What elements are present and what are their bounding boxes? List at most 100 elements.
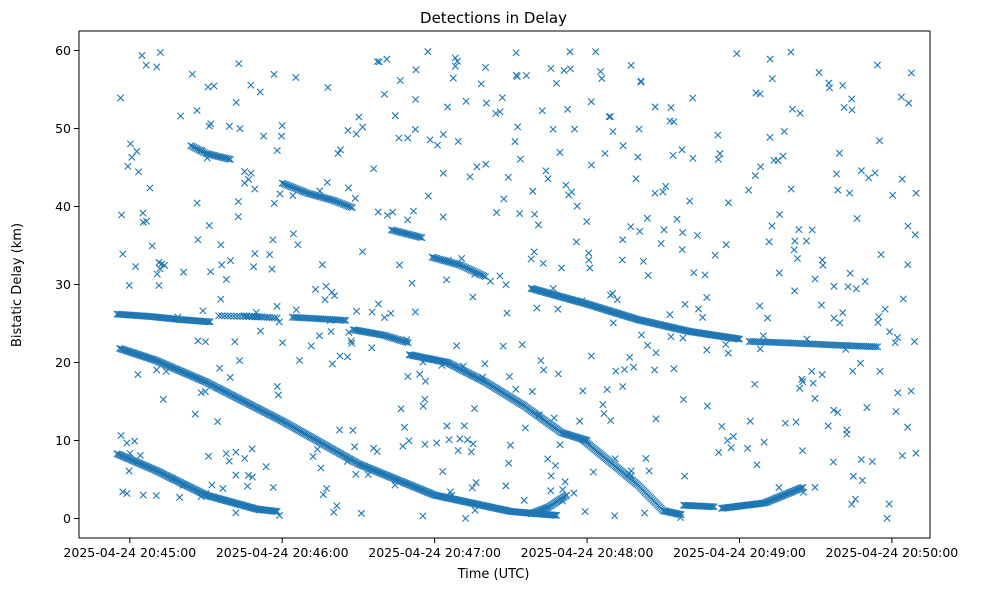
- data-point-x-marker: [549, 125, 557, 133]
- data-point-x-marker: [563, 491, 571, 499]
- y-tick-label: 0: [63, 511, 71, 526]
- data-point-x-marker: [498, 94, 506, 102]
- data-point-x-marker: [651, 103, 659, 111]
- data-point-x-marker: [480, 272, 488, 280]
- data-point-x-marker: [503, 309, 511, 317]
- data-point-x-marker: [201, 338, 210, 346]
- data-point-x-marker: [370, 165, 378, 173]
- data-point-x-marker: [893, 333, 902, 342]
- data-point-x-marker: [618, 256, 626, 264]
- data-point-x-marker: [374, 300, 383, 308]
- data-point-x-marker: [852, 285, 860, 293]
- data-point-x-marker: [215, 312, 223, 320]
- data-point-x-marker: [153, 270, 161, 278]
- data-point-x-marker: [707, 503, 715, 511]
- data-point-x-marker: [387, 309, 395, 318]
- data-point-x-marker: [482, 99, 491, 107]
- data-point-x-marker: [718, 422, 726, 430]
- data-point-x-marker: [652, 349, 660, 357]
- data-point-x-marker: [176, 493, 184, 501]
- data-point-x-marker: [254, 505, 262, 513]
- data-point-x-marker: [219, 484, 227, 493]
- data-point-x-marker: [122, 346, 130, 355]
- data-point-x-marker: [333, 502, 341, 510]
- data-point-x-marker: [627, 223, 635, 231]
- data-point-x-marker: [451, 54, 459, 62]
- data-point-x-marker: [605, 113, 613, 121]
- data-point-x-marker: [637, 331, 646, 339]
- data-point-x-marker: [834, 408, 842, 417]
- data-point-x-marker: [556, 441, 564, 449]
- data-point-x-marker: [861, 277, 869, 286]
- data-point-x-marker: [734, 335, 742, 343]
- data-point-x-marker: [681, 300, 689, 308]
- data-point-x-marker: [787, 185, 795, 193]
- data-point-x-marker: [383, 55, 391, 63]
- data-point-x-marker: [570, 489, 578, 497]
- data-point-x-marker: [273, 302, 281, 310]
- data-point-x-marker: [529, 187, 537, 195]
- data-point-x-marker: [496, 272, 504, 280]
- data-point-x-marker: [221, 312, 229, 320]
- data-point-x-marker: [131, 262, 140, 271]
- data-point-x-marker: [194, 236, 202, 244]
- data-point-x-marker: [188, 70, 196, 78]
- data-point-x-marker: [834, 186, 842, 194]
- data-point-x-marker: [781, 419, 789, 427]
- data-point-x-marker: [138, 352, 147, 360]
- data-point-x-marker: [678, 245, 686, 254]
- data-point-x-marker: [318, 261, 326, 269]
- data-point-x-marker: [226, 257, 235, 265]
- y-tick-label: 20: [55, 355, 71, 370]
- data-point-x-marker: [891, 339, 899, 347]
- data-point-x-marker: [197, 389, 205, 397]
- data-point-x-marker: [839, 309, 847, 317]
- data-point-x-marker: [235, 60, 243, 68]
- data-point-x-marker: [458, 254, 466, 263]
- data-point-x-marker: [433, 439, 441, 447]
- data-point-x-marker: [471, 270, 479, 278]
- data-point-x-marker: [396, 76, 404, 85]
- data-point-x-marker: [723, 436, 732, 445]
- data-point-x-marker: [676, 513, 685, 522]
- data-point-x-marker: [651, 189, 659, 197]
- data-point-x-marker: [670, 365, 678, 373]
- data-point-x-marker: [199, 307, 207, 315]
- data-point-x-marker: [454, 446, 462, 455]
- data-point-x-marker: [844, 283, 852, 291]
- data-point-x-marker: [899, 295, 907, 303]
- data-point-x-marker: [265, 250, 274, 259]
- data-point-x-marker: [445, 436, 453, 444]
- data-point-x-marker: [453, 342, 461, 350]
- data-point-x-marker: [907, 69, 916, 77]
- data-point-x-marker: [269, 483, 277, 492]
- data-point-x-marker: [757, 163, 765, 171]
- data-point-x-marker: [234, 197, 242, 206]
- data-point-x-marker: [292, 306, 300, 314]
- data-point-x-marker: [811, 394, 819, 402]
- data-point-x-marker: [599, 400, 607, 409]
- data-point-x-marker: [418, 234, 426, 242]
- data-point-x-marker: [554, 370, 562, 378]
- data-point-x-marker: [652, 415, 660, 423]
- data-point-x-marker: [600, 410, 608, 418]
- data-point-x-marker: [139, 218, 147, 226]
- data-point-x-marker: [421, 377, 430, 385]
- data-point-x-marker: [317, 464, 325, 472]
- data-point-x-marker: [552, 79, 561, 87]
- data-point-x-marker: [759, 332, 767, 340]
- y-tick-label: 60: [55, 43, 71, 58]
- data-point-x-marker: [530, 248, 538, 256]
- data-point-x-marker: [442, 358, 450, 366]
- data-point-x-marker: [504, 173, 512, 181]
- data-point-x-marker: [791, 237, 799, 245]
- data-point-x-marker: [603, 385, 611, 394]
- data-point-x-marker: [561, 478, 569, 486]
- data-point-x-marker: [373, 447, 381, 456]
- data-point-x-marker: [492, 208, 501, 217]
- data-point-x-marker: [204, 452, 213, 460]
- data-point-x-marker: [134, 168, 143, 176]
- data-point-x-marker: [424, 48, 432, 56]
- data-point-x-marker: [824, 422, 832, 430]
- data-point-x-marker: [897, 93, 905, 101]
